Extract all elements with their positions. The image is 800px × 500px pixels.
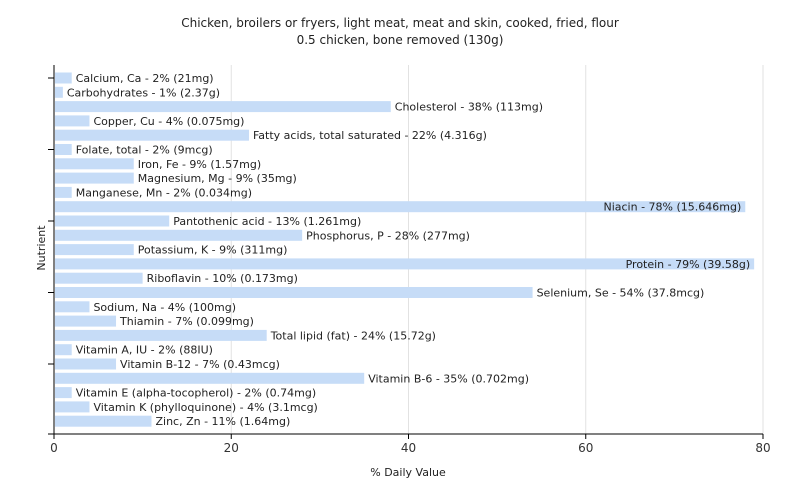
bar-label: Vitamin B-12 - 7% (0.43mcg) [120, 358, 280, 371]
bars: Calcium, Ca - 2% (21mg)Carbohydrates - 1… [55, 72, 755, 428]
bar-label: Thiamin - 7% (0.099mg) [119, 315, 254, 328]
x-tick-label: 20 [224, 441, 239, 455]
bar-label: Carbohydrates - 1% (2.37g) [67, 86, 220, 99]
bar-label: Pantothenic acid - 13% (1.261mg) [173, 215, 361, 228]
bar-label: Niacin - 78% (15.646mg) [603, 201, 741, 214]
axes: 0 20 40 60 80 [48, 65, 771, 455]
bar [55, 387, 72, 399]
bar-label: Phosphorus, P - 28% (277mg) [306, 229, 470, 242]
bar [55, 86, 63, 98]
bar [55, 144, 72, 155]
bar [55, 129, 249, 141]
bar [55, 72, 72, 84]
gridlines [230, 65, 764, 434]
bar-label: Sodium, Na - 4% (100mg) [93, 301, 236, 314]
bar-label: Potassium, K - 9% (311mg) [138, 244, 288, 257]
bar-label: Total lipid (fat) - 24% (15.72g) [270, 329, 436, 342]
bar-label: Vitamin K (phylloquinone) - 4% (3.1mcg) [93, 401, 317, 414]
x-tick-label: 60 [578, 441, 593, 455]
bar-label: Protein - 79% (39.58g) [626, 258, 751, 271]
bar-label: Zinc, Zn - 11% (1.64mg) [155, 415, 290, 428]
bar [55, 401, 90, 413]
chart-subtitle: 0.5 chicken, bone removed (130g) [296, 33, 504, 47]
bar [55, 272, 143, 284]
bar [55, 415, 152, 427]
bar-label: Vitamin E (alpha-tocopherol) - 2% (0.74m… [76, 387, 316, 400]
bar-label: Vitamin A, IU - 2% (88IU) [76, 344, 213, 357]
y-axis-title: Nutrient [35, 225, 48, 271]
bar [55, 101, 391, 113]
chart-title: Chicken, broilers or fryers, light meat,… [181, 16, 619, 30]
bar-label: Copper, Cu - 4% (0.075mg) [93, 115, 244, 128]
bar-label: Magnesium, Mg - 9% (35mg) [138, 172, 297, 185]
x-tick-label: 0 [50, 441, 58, 455]
bar-label: Vitamin B-6 - 35% (0.702mg) [368, 372, 529, 385]
bar-label: Selenium, Se - 54% (37.8mcg) [537, 287, 705, 300]
x-tick-label: 80 [755, 441, 770, 455]
bar [55, 287, 533, 298]
bar [55, 315, 117, 327]
x-axis-title: % Daily Value [370, 466, 446, 479]
bar [55, 258, 755, 270]
bar-label: Manganese, Mn - 2% (0.034mg) [76, 186, 252, 199]
bar [55, 244, 134, 256]
bar [55, 172, 134, 184]
bar [55, 186, 72, 198]
bar [55, 201, 746, 213]
bar [55, 301, 90, 313]
x-tick-label: 40 [401, 441, 416, 455]
bar [55, 372, 365, 384]
bar-label: Calcium, Ca - 2% (21mg) [76, 72, 214, 85]
bar [55, 215, 170, 227]
bar-label: Folate, total - 2% (9mcg) [76, 144, 213, 157]
bar [55, 329, 267, 341]
bar-label: Cholesterol - 38% (113mg) [395, 101, 543, 114]
bar-label: Fatty acids, total saturated - 22% (4.31… [253, 129, 487, 142]
bar [55, 158, 134, 170]
bar [55, 229, 303, 241]
bar-label: Riboflavin - 10% (0.173mg) [147, 272, 298, 285]
bar [55, 358, 117, 370]
bar-label: Iron, Fe - 9% (1.57mg) [138, 158, 261, 171]
bar [55, 344, 72, 356]
bar [55, 115, 90, 127]
